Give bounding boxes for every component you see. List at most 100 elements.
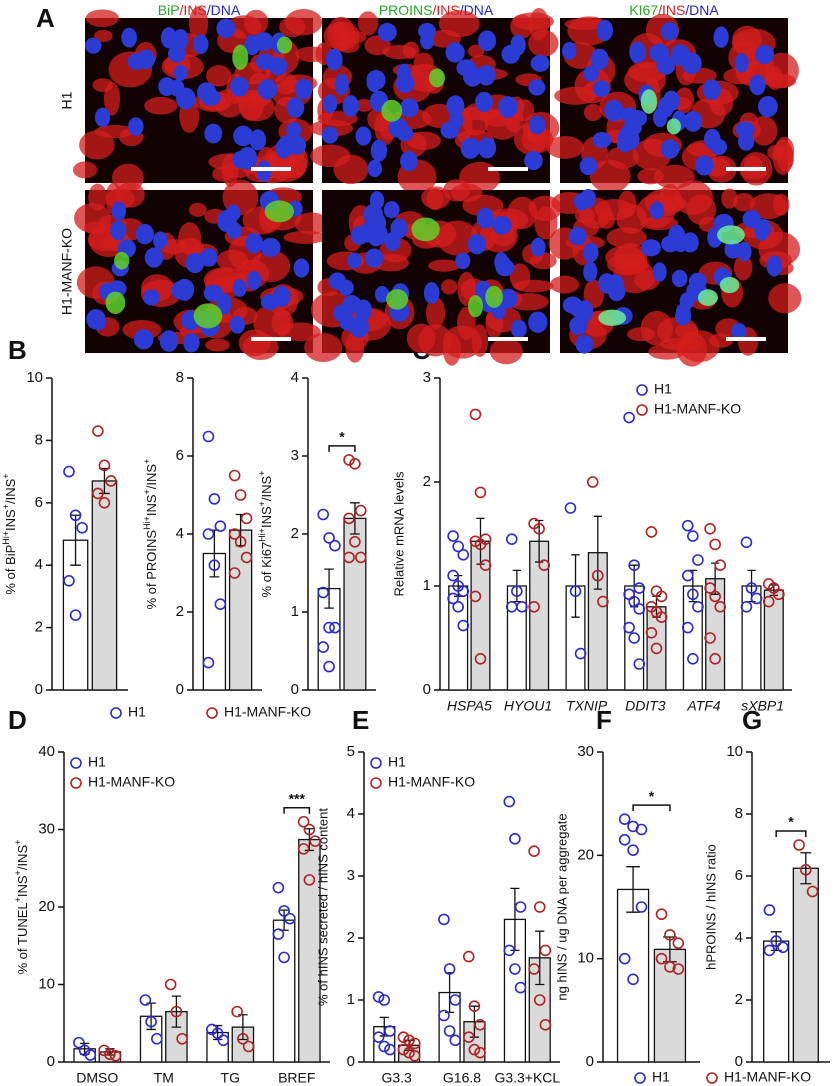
- legend-marker: [636, 404, 648, 416]
- data-point: [457, 548, 470, 561]
- data-point: [109, 1050, 122, 1062]
- data-point: [297, 815, 310, 828]
- y-tick-label: 30: [38, 820, 55, 837]
- bar: [763, 589, 784, 691]
- y-label-part: /INS: [3, 478, 18, 504]
- stain-red: [764, 73, 796, 89]
- data-point: [514, 901, 527, 913]
- stain-red: [732, 193, 756, 212]
- nucleus: [153, 231, 168, 250]
- data-point: [645, 526, 658, 538]
- y-tick-label: 0: [586, 1053, 594, 1070]
- data-point: [692, 554, 704, 566]
- data-point: [457, 619, 470, 632]
- data-point: [354, 551, 367, 564]
- data-point: [528, 845, 540, 858]
- data-point: [69, 509, 82, 522]
- legend-label: H1: [388, 754, 406, 770]
- nucleus: [275, 138, 292, 159]
- stain-red: [238, 329, 271, 357]
- nucleus: [423, 281, 440, 304]
- header-part: /INS: [658, 2, 685, 18]
- data-point: [208, 559, 221, 572]
- data-point: [343, 454, 355, 466]
- nucleus: [347, 252, 362, 269]
- stain-red: [94, 29, 113, 42]
- nucleus: [121, 27, 137, 48]
- y-tick-label: 8: [35, 431, 43, 448]
- nucleus: [85, 37, 102, 54]
- bar: [228, 529, 253, 691]
- nucleus: [172, 28, 189, 51]
- stain-red: [589, 159, 631, 193]
- stain-red: [597, 211, 615, 229]
- nucleus: [460, 137, 481, 159]
- significance-bracket: [328, 445, 356, 452]
- stain-red: [205, 338, 230, 352]
- data-point: [317, 641, 330, 653]
- error-bar: [593, 515, 602, 590]
- stain-red: [85, 9, 119, 28]
- stain-red: [462, 194, 504, 217]
- legend-label: H1-MANF-KO: [724, 1069, 811, 1085]
- data-point: [681, 569, 694, 582]
- y-tick-label: 0: [47, 1053, 55, 1070]
- nucleus: [577, 300, 594, 323]
- data-point: [503, 944, 516, 957]
- error-bar: [350, 502, 360, 535]
- nucleus: [713, 26, 729, 48]
- nucleus: [737, 132, 755, 151]
- data-point: [449, 1034, 462, 1047]
- nucleus: [734, 53, 749, 73]
- nucleus: [171, 281, 186, 300]
- data-point: [704, 522, 716, 535]
- significance-label: *: [649, 788, 655, 804]
- stain-red: [357, 11, 379, 36]
- data-point: [806, 885, 819, 898]
- nucleus: [695, 155, 714, 176]
- data-point: [447, 569, 459, 582]
- nucleus: [681, 232, 699, 253]
- legend-label: H1-MANF-KO: [224, 704, 311, 720]
- data-point: [214, 598, 227, 611]
- stain-green: [381, 99, 403, 122]
- nucleus: [668, 224, 686, 247]
- bar: [272, 919, 296, 1063]
- data-point: [505, 600, 518, 613]
- nucleus: [702, 79, 721, 100]
- stain-red: [441, 279, 458, 295]
- nucleus: [399, 151, 418, 172]
- bar: [763, 940, 790, 1063]
- error-bar: [535, 519, 544, 563]
- y-axis-label: % of TUNEL+INS+/INS+: [13, 840, 30, 975]
- nucleus: [193, 34, 209, 55]
- data-point: [176, 1032, 188, 1045]
- legend-marker: [370, 777, 382, 789]
- micrograph: [72, 6, 329, 192]
- data-point: [704, 632, 716, 644]
- column-header: BiP/INS/DNA: [158, 2, 241, 18]
- stain-green: [411, 217, 440, 242]
- data-point: [208, 493, 221, 505]
- data-point: [98, 459, 111, 472]
- nucleus: [510, 319, 527, 339]
- y-tick-label: 2: [735, 991, 743, 1008]
- data-point: [378, 994, 391, 1006]
- nucleus: [367, 159, 383, 178]
- nucleus: [367, 227, 384, 247]
- y-tick-label: 4: [176, 525, 184, 542]
- nucleus: [455, 252, 471, 270]
- nucleus: [420, 32, 435, 50]
- data-point: [750, 592, 763, 605]
- data-point: [618, 813, 631, 825]
- data-point: [452, 600, 464, 613]
- data-point: [687, 530, 699, 542]
- data-point: [69, 609, 82, 621]
- nucleus: [173, 64, 188, 81]
- nucleus: [649, 201, 665, 220]
- data-point: [92, 487, 104, 500]
- data-point: [63, 574, 75, 587]
- data-point: [564, 502, 577, 514]
- y-label-part: INS: [15, 875, 30, 897]
